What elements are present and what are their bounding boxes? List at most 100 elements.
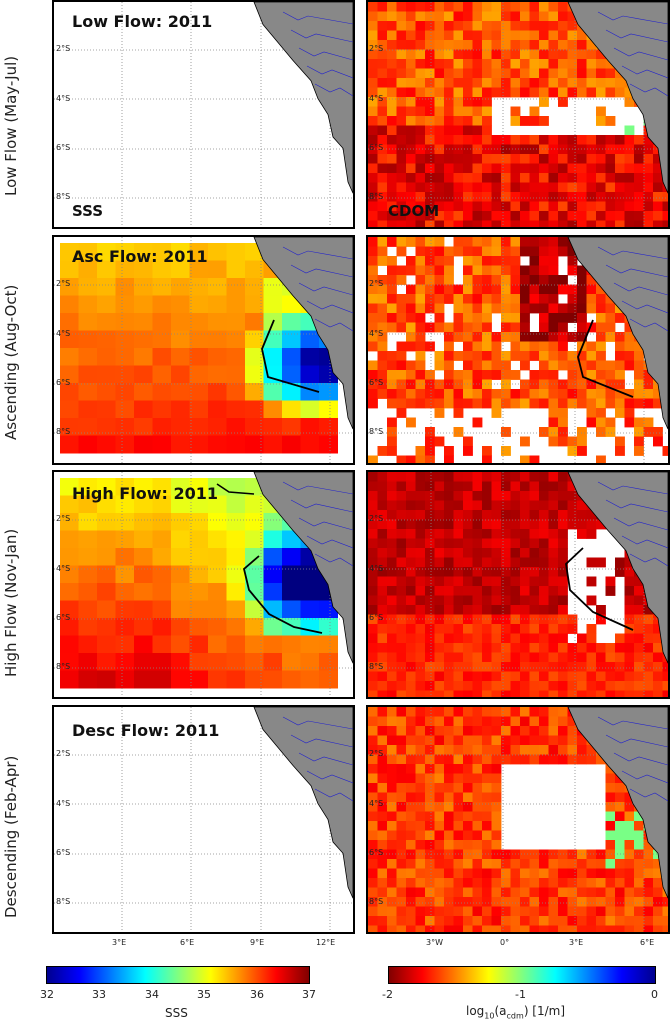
cdom-cell xyxy=(634,595,644,606)
cdom-cell xyxy=(377,246,388,257)
cdom-cell xyxy=(529,173,540,183)
cdom-cell xyxy=(444,135,454,145)
cdom-cell xyxy=(406,916,416,926)
river-line xyxy=(306,65,353,79)
sss-cell xyxy=(226,635,246,654)
land-mass xyxy=(567,2,668,194)
cdom-cell xyxy=(615,201,625,212)
cdom-cell xyxy=(548,389,559,399)
cdom-cell xyxy=(529,690,540,697)
cdom-cell xyxy=(415,49,426,60)
cdom-cell xyxy=(605,830,616,841)
sss-cell xyxy=(189,330,209,349)
sss-cell xyxy=(171,670,190,689)
cdom-cell xyxy=(406,605,416,615)
cdom-cell xyxy=(643,417,654,428)
cdom-cell xyxy=(463,745,473,755)
cdom-cell xyxy=(377,154,388,164)
sss-cell xyxy=(60,418,79,436)
cdom-cell xyxy=(510,754,521,765)
cdom-cell xyxy=(444,840,454,850)
sss-cell xyxy=(134,400,153,419)
cdom-cell xyxy=(425,878,435,888)
cdom-cell xyxy=(548,398,559,409)
cdom-cell xyxy=(387,859,397,869)
cdom-cell xyxy=(415,925,426,932)
sss-cell xyxy=(282,530,301,549)
cdom-cell xyxy=(444,351,454,361)
sss-cell xyxy=(189,600,209,619)
cdom-cell xyxy=(605,690,616,697)
land-mass xyxy=(253,707,353,899)
cdom-cell xyxy=(605,68,616,79)
cdom-cell xyxy=(396,500,407,511)
cdom-cell xyxy=(415,154,426,164)
cdom-cell xyxy=(396,548,407,558)
cdom-cell xyxy=(463,59,473,69)
cdom-cell xyxy=(605,182,616,193)
cdom-cell xyxy=(662,681,668,691)
cdom-cell xyxy=(444,265,454,276)
cdom-cell xyxy=(387,220,397,227)
cdom-cell xyxy=(529,256,540,266)
cdom-cell xyxy=(605,576,616,587)
sss-cell xyxy=(115,600,135,619)
cdom-cell xyxy=(558,726,568,736)
cdom-cell xyxy=(415,510,426,520)
cdom-cell xyxy=(520,567,530,577)
cdom-cell xyxy=(472,154,483,164)
cdom-cell xyxy=(510,78,521,88)
cdom-cell xyxy=(634,662,644,672)
cdom-cell xyxy=(415,802,426,812)
cdom-cell xyxy=(434,116,445,126)
sss-cell xyxy=(263,670,283,689)
cdom-cell xyxy=(453,351,464,361)
sss-cell xyxy=(245,295,264,314)
cdom-cell xyxy=(558,332,568,342)
cdom-cell xyxy=(406,389,416,399)
cdom-cell xyxy=(463,916,473,926)
sss-cell xyxy=(282,383,301,401)
cdom-cell xyxy=(634,887,644,898)
river-line xyxy=(306,770,353,784)
cdom-cell xyxy=(444,792,454,803)
cdom-cell xyxy=(624,690,635,697)
cdom-cell xyxy=(501,256,511,266)
cdom-cell xyxy=(558,614,568,625)
cdom-cell xyxy=(368,481,378,492)
cdom-cell xyxy=(377,878,388,888)
cdom-cell xyxy=(425,726,435,736)
cdom-cell xyxy=(653,624,663,634)
cdom-cell xyxy=(624,830,635,841)
cdom-cell xyxy=(463,30,473,41)
cdom-cell xyxy=(558,662,568,672)
cdom-cell xyxy=(434,681,445,691)
cdom-cell xyxy=(415,557,426,568)
cdom-cell xyxy=(539,916,549,926)
sss-cell xyxy=(226,565,246,584)
sss-cell xyxy=(300,618,320,636)
sss-cell xyxy=(78,495,98,514)
cdom-cell xyxy=(577,389,587,399)
cdom-cell xyxy=(653,671,663,682)
cdom-cell xyxy=(558,408,568,418)
cdom-cell xyxy=(529,652,540,663)
cdom-cell xyxy=(634,643,644,653)
cdom-cell xyxy=(453,481,464,492)
cdom-cell xyxy=(463,548,473,558)
cdom-cell xyxy=(520,897,530,907)
cdom-cell xyxy=(520,662,530,672)
cdom-cell xyxy=(643,868,654,879)
cdom-cell xyxy=(634,624,644,634)
cdom-cell xyxy=(510,11,521,22)
cdom-cell xyxy=(510,49,521,60)
sss-cell xyxy=(319,618,338,636)
cdom-cell xyxy=(605,887,616,898)
cdom-cell xyxy=(510,548,521,558)
cdom-cell xyxy=(520,529,530,539)
cdom-cell xyxy=(396,303,407,314)
cdom-cell xyxy=(539,906,549,917)
sss-cell xyxy=(115,330,135,349)
cdom-cell xyxy=(425,455,435,463)
cdom-cell xyxy=(548,68,559,79)
